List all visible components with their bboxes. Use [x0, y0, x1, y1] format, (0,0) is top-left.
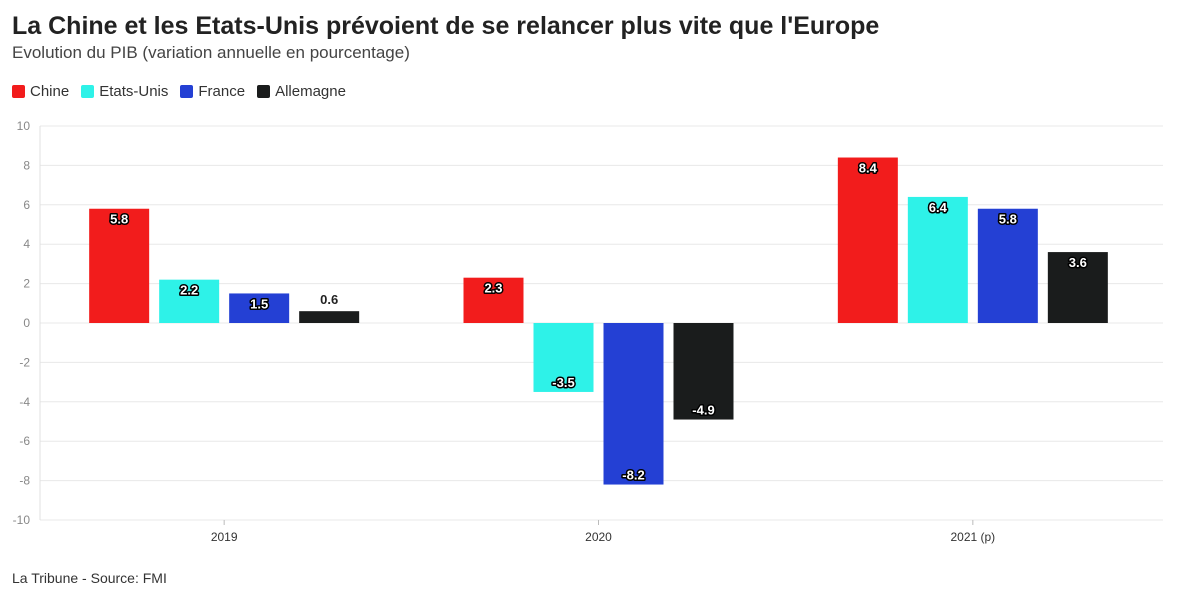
source-note: La Tribune - Source: FMI — [12, 570, 167, 586]
bar — [89, 208, 150, 323]
y-tick-label: 2 — [23, 277, 30, 291]
y-tick-label: 10 — [17, 119, 31, 133]
bar — [1047, 252, 1108, 323]
data-label: 1.5 — [250, 296, 268, 311]
bar — [229, 293, 290, 323]
y-tick-label: -4 — [19, 395, 30, 409]
data-label: 8.4 — [859, 161, 878, 176]
y-tick-label: -2 — [19, 355, 30, 369]
data-label: 5.8 — [110, 212, 128, 227]
legend-label: Chine — [30, 83, 70, 100]
legend-item-3: Allemagne — [257, 83, 346, 100]
x-category-label: 2020 — [585, 530, 612, 544]
data-label: 3.6 — [1069, 255, 1087, 270]
legend-swatch — [180, 85, 194, 98]
data-label: -8.2 — [622, 468, 644, 483]
bar — [159, 279, 220, 323]
data-label: 2.2 — [180, 283, 198, 298]
bar-chart: 10 8 6 4 2 0 -2 -4 -6 -8 -10 2019 5.8 2.2 1.5 0.6 2020 2.… — [13, 119, 1163, 544]
legend-swatch — [12, 85, 25, 98]
legend-label: Allemagne — [275, 83, 346, 100]
bar — [463, 277, 524, 323]
y-tick-label: 8 — [23, 158, 30, 172]
legend-item-0: Chine — [12, 83, 69, 100]
legend-item-1: Etats-Unis — [81, 83, 168, 100]
x-category-label: 2019 — [211, 530, 238, 544]
bar — [673, 323, 734, 420]
data-label: 5.8 — [999, 212, 1017, 227]
legend-label: Etats-Unis — [99, 83, 169, 100]
bar — [299, 311, 360, 323]
data-label: 0.6 — [320, 292, 338, 307]
x-category-label: 2021 (p) — [950, 530, 995, 544]
bar — [837, 157, 898, 323]
data-label: 6.4 — [929, 200, 948, 215]
bar — [603, 323, 664, 485]
legend-item-2: France — [180, 83, 245, 100]
legend-swatch — [257, 85, 271, 98]
chart-subtitle: Evolution du PIB (variation annuelle en … — [12, 43, 410, 62]
chart-title: La Chine et les Etats-Unis prévoient de … — [12, 12, 880, 40]
data-label: -4.9 — [692, 403, 714, 418]
y-tick-label: 0 — [23, 316, 30, 330]
y-tick-label: -8 — [19, 474, 30, 488]
y-tick-label: 6 — [23, 198, 30, 212]
legend: Chine Etats-Unis France Allemagne — [12, 83, 346, 100]
bar — [977, 208, 1038, 323]
bar — [533, 323, 594, 392]
y-tick-label: 4 — [23, 237, 30, 251]
legend-swatch — [81, 85, 95, 98]
legend-label: France — [198, 83, 246, 100]
data-label: -3.5 — [552, 375, 574, 390]
bar — [907, 196, 968, 323]
y-tick-label: -10 — [13, 513, 31, 527]
y-tick-label: -6 — [19, 434, 30, 448]
data-label: 2.3 — [484, 281, 502, 296]
